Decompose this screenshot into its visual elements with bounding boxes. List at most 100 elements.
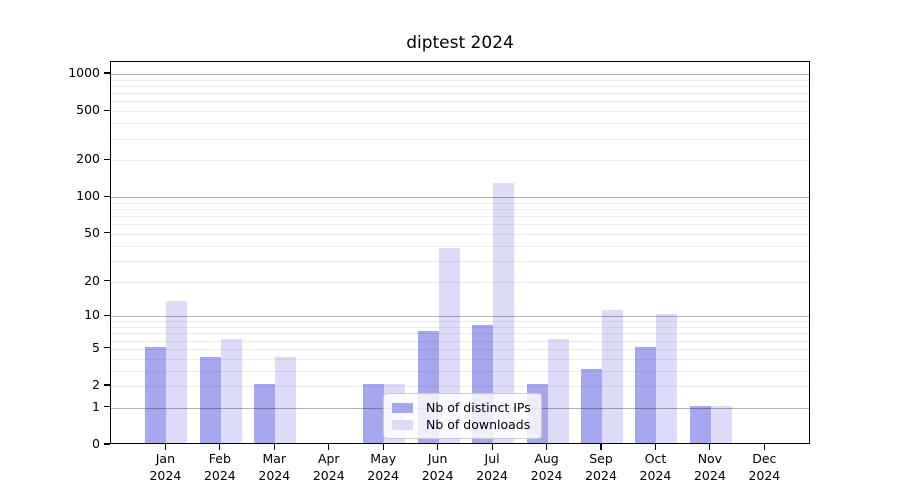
bar-downloads-jan	[166, 301, 188, 443]
legend-label-distinct-ips: Nb of distinct IPs	[426, 400, 531, 415]
x-tick-year-dec: 2024	[748, 467, 781, 483]
y-tick-mark-1	[104, 406, 110, 408]
x-tick-year-apr: 2024	[312, 467, 345, 483]
x-tick-label-nov: Nov 2024	[675, 451, 745, 484]
y-tick-mark-100	[104, 195, 110, 197]
legend-label-downloads: Nb of downloads	[426, 417, 531, 432]
minor-gridline-80	[111, 209, 809, 211]
x-tick-year-mar: 2024	[258, 467, 291, 483]
minor-gridline-4	[111, 358, 809, 360]
minor-gridline-50	[111, 233, 809, 235]
bar-downloads-mar	[275, 356, 297, 443]
minor-gridline-700	[111, 93, 809, 95]
x-tick-label-sep: Sep 2024	[566, 451, 636, 484]
x-tick-label-apr: Apr 2024	[294, 451, 364, 484]
legend-swatch-downloads	[392, 419, 413, 430]
x-tick-label-aug: Aug 2024	[512, 451, 582, 484]
x-tick-label-may: May 2024	[348, 451, 418, 484]
x-tick-label-jan: Jan 2024	[130, 451, 200, 484]
x-tick-year-jul: 2024	[476, 467, 508, 483]
bar-distinct-ips-sep	[581, 368, 602, 443]
y-tick-mark-1000	[104, 72, 110, 74]
x-tick-year-sep: 2024	[585, 467, 617, 483]
bar-distinct-ips-jan	[145, 346, 167, 443]
y-tick-mark-0	[104, 443, 110, 445]
minor-gridline-300	[111, 138, 809, 140]
minor-gridline-5	[111, 348, 809, 350]
x-tick-mark-jan	[164, 444, 166, 450]
bar-downloads-nov	[710, 405, 732, 443]
minor-gridline-900	[111, 79, 809, 81]
minor-gridline-400	[111, 123, 809, 125]
y-tick-mark-20	[104, 279, 110, 282]
bar-downloads-sep	[602, 309, 623, 443]
minor-gridline-40	[111, 245, 809, 247]
bar-downloads-feb	[220, 338, 242, 443]
minor-gridline-6	[111, 340, 809, 342]
y-tick-mark-200	[104, 158, 110, 160]
y-tick-mark-500	[104, 109, 110, 111]
major-gridline-100	[111, 197, 809, 199]
x-tick-mark-aug	[545, 444, 548, 450]
y-tick-label-50: 50	[84, 224, 100, 240]
x-tick-mark-jun	[437, 444, 439, 450]
bar-distinct-ips-feb	[199, 356, 221, 443]
minor-gridline-600	[111, 101, 809, 103]
bar-downloads-jul	[493, 183, 515, 443]
minor-gridline-800	[111, 85, 809, 87]
x-tick-year-aug: 2024	[530, 467, 563, 483]
x-tick-label-jul: Jul 2024	[457, 451, 527, 484]
y-tick-label-1000: 1000	[68, 64, 100, 80]
bar-downloads-oct	[656, 314, 678, 443]
bar-downloads-aug	[547, 338, 569, 443]
minor-gridline-2	[111, 386, 809, 387]
y-tick-label-100: 100	[76, 188, 100, 204]
x-tick-mark-feb	[219, 444, 221, 450]
bar-distinct-ips-nov	[689, 405, 711, 443]
x-tick-year-oct: 2024	[639, 467, 672, 483]
major-gridline-10	[111, 316, 809, 318]
minor-gridline-30	[111, 260, 809, 262]
y-tick-mark-50	[104, 232, 110, 234]
minor-gridline-70	[111, 216, 809, 218]
x-tick-mark-sep	[600, 444, 602, 450]
y-tick-label-20: 20	[84, 272, 100, 288]
minor-gridline-20	[111, 281, 809, 283]
x-tick-label-feb: Feb 2024	[185, 451, 255, 484]
x-tick-year-may: 2024	[367, 467, 400, 483]
y-tick-label-1: 1	[92, 398, 100, 414]
plot-area	[110, 61, 810, 444]
x-tick-mark-apr	[328, 444, 330, 450]
y-tick-label-5: 5	[92, 339, 100, 355]
minor-gridline-90	[111, 202, 809, 204]
y-tick-label-2: 2	[92, 377, 100, 392]
y-tick-label-0: 0	[92, 436, 100, 451]
x-tick-label-jun: Jun 2024	[403, 451, 473, 484]
major-gridline-1000	[111, 73, 809, 75]
x-tick-year-jan: 2024	[149, 467, 182, 483]
y-tick-label-200: 200	[76, 151, 100, 167]
minor-gridline-7	[111, 333, 809, 335]
minor-gridline-200	[111, 160, 809, 162]
x-tick-mark-jul	[491, 444, 493, 450]
bar-distinct-ips-may	[363, 384, 385, 443]
x-tick-year-jun: 2024	[421, 467, 454, 483]
x-tick-label-mar: Mar 2024	[239, 451, 309, 484]
minor-gridline-9	[111, 321, 809, 323]
legend-entry-distinct-ips: Nb of distinct IPs	[392, 399, 531, 416]
x-tick-year-nov: 2024	[693, 467, 726, 483]
minor-gridline-3	[111, 370, 809, 372]
y-tick-label-500: 500	[76, 102, 100, 118]
x-tick-mark-may	[382, 444, 384, 450]
y-tick-label-10: 10	[84, 307, 100, 323]
x-tick-label-dec: Dec 2024	[729, 451, 799, 484]
x-tick-mark-oct	[654, 444, 657, 450]
minor-gridline-8	[111, 327, 809, 328]
bar-distinct-ips-mar	[254, 384, 276, 443]
x-tick-mark-dec	[763, 444, 765, 450]
legend-swatch-distinct-ips	[392, 402, 413, 413]
legend-entry-downloads: Nb of downloads	[392, 416, 531, 433]
legend: Nb of distinct IPs Nb of downloads	[383, 393, 542, 439]
x-tick-mark-nov	[709, 444, 711, 450]
